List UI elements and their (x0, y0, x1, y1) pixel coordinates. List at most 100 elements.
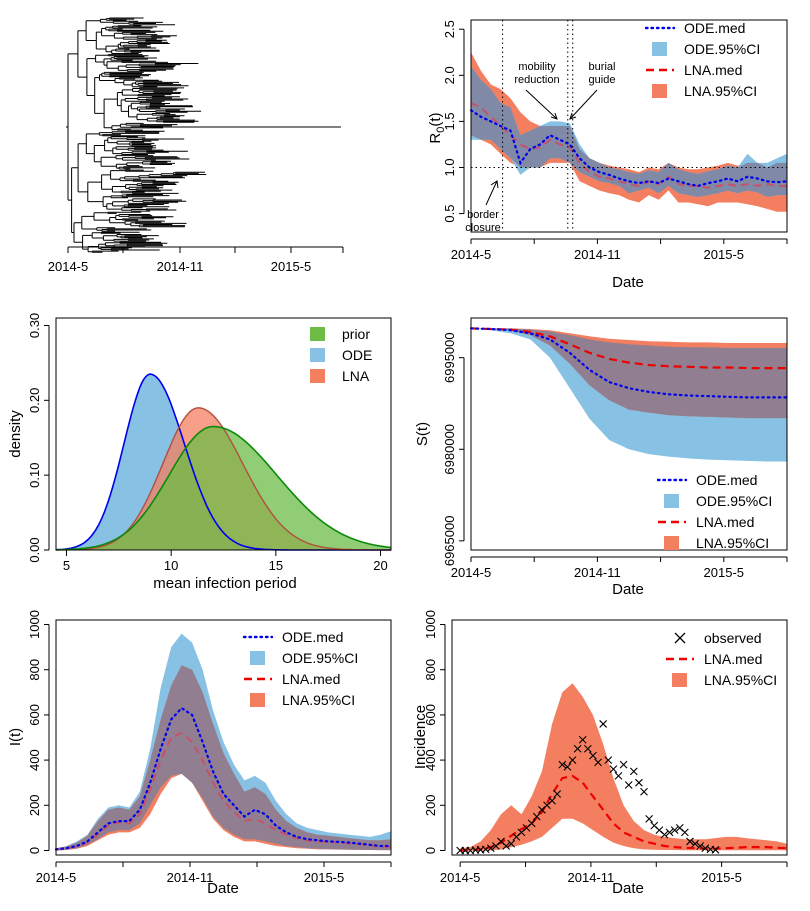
r0-x-tick-label: 2015-5 (704, 247, 744, 262)
density-area-ode (56, 374, 391, 550)
plot-frame (55, 317, 392, 551)
legend-label-ode-95-ci: ODE.95%CI (696, 493, 772, 509)
inc-y-tick-label: 400 (423, 749, 438, 771)
observed-point (660, 830, 669, 839)
observed-point (635, 778, 643, 787)
band-overlap (471, 66, 787, 197)
density-y-tick-label: 0.20 (27, 388, 42, 413)
density-x-tick-label: 10 (164, 558, 178, 573)
observed-point (527, 819, 536, 828)
observed-point (594, 758, 602, 767)
annotation-burial-2: guide (589, 74, 616, 86)
observed-point (686, 837, 694, 846)
line-lna-med (460, 774, 788, 852)
s-x-tick-label: 2015-5 (704, 565, 744, 580)
i-y-tick-label: 800 (27, 659, 42, 681)
r0-ylabel-main: R (427, 133, 444, 144)
r0-x-tick-label: 2014-11 (574, 247, 621, 262)
legend-label-lna-med: LNA.med (684, 62, 742, 78)
observed-point (614, 772, 623, 780)
observed-point (486, 844, 495, 853)
r0-ylabel-tail: (t) (427, 112, 444, 126)
observed-point (563, 762, 572, 771)
legend-label-lna-med: LNA.med (282, 671, 340, 687)
plot-frame (470, 19, 788, 233)
observed-point (507, 839, 516, 848)
inc-y-tick-label: 800 (423, 659, 438, 681)
legend-label-ode-med: ODE.med (696, 472, 757, 488)
r0-ylabel: R0(t) (427, 112, 447, 143)
i-x-tick-label: 2014-5 (36, 870, 76, 885)
density-y-tick-label: 0.00 (27, 537, 42, 562)
susceptible-panel: 6965000 6980000 6995000 2014-5 2014-11 2015-5… (414, 317, 789, 598)
observed-point (645, 814, 654, 823)
legend-label-lna-med: LNA.med (704, 651, 762, 667)
r0-y-tick-label: 2.0 (442, 66, 457, 84)
arrow-border (485, 180, 499, 206)
observed-point (573, 744, 582, 753)
annotation-mobility-2: reduction (514, 74, 559, 86)
observed-point (619, 760, 628, 769)
tree-axis-tick-label: 2015-5 (271, 259, 311, 274)
legend-swatch-observed (674, 632, 686, 644)
legend-label-lna-95-ci: LNA.95%CI (282, 692, 355, 708)
i-y-tick-label: 1000 (27, 610, 42, 639)
legend-swatch-lna-95-ci (250, 693, 265, 707)
legend-label-observed: observed (704, 630, 762, 646)
observed-point (532, 812, 541, 821)
plot-frame (470, 317, 788, 551)
observed-point (609, 765, 618, 774)
s-x-tick-label: 2014-5 (451, 565, 491, 580)
legend-swatch-ode-95-ci (664, 494, 679, 508)
annotation-border-1: border (467, 209, 499, 221)
tree-axis-tick-label: 2014-5 (48, 259, 88, 274)
observed-point (670, 826, 679, 835)
density-line-prior (56, 425, 392, 551)
i-y-tick-label: 200 (27, 794, 42, 816)
band-overlap (56, 665, 391, 851)
observed-point (691, 839, 699, 848)
annotation-border-2: closure (465, 222, 500, 234)
s-y-tick-label: 6965000 (442, 516, 457, 567)
observed-point (568, 756, 577, 764)
observed-point (599, 720, 608, 728)
line-lna-med (55, 731, 392, 851)
r0-y-tick-label: 0.5 (442, 205, 457, 223)
legend-label-lna-95-ci: LNA.95%CI (704, 672, 777, 688)
observed-point (711, 845, 720, 854)
i-x-tick-label: 2014-11 (167, 870, 214, 885)
r0-x-tick-label: 2014-5 (451, 247, 491, 262)
r0-ylabel-sub: 0 (435, 127, 447, 133)
legend-swatch-lna-95-ci (664, 536, 679, 550)
plot-frame (55, 619, 392, 856)
density-xlabel: mean infection period (153, 575, 296, 592)
i-y-tick-label: 0 (27, 847, 42, 854)
observed-point (640, 787, 648, 796)
s-xlabel: Date (612, 581, 644, 598)
density-x-tick-label: 20 (373, 558, 387, 573)
phylogenetic-tree-panel: 2014-5 2014-11 2015-5 (48, 17, 344, 274)
i-y-tick-label: 400 (27, 749, 42, 771)
i-xlabel: Date (207, 880, 239, 897)
legend-label-ode-med: ODE.med (282, 629, 343, 645)
observed-point (589, 751, 597, 760)
s-y-tick-label: 6980000 (442, 424, 457, 475)
r0-y-tick-label: 1.5 (442, 112, 457, 130)
incidence-panel: 0 200 400 600 800 1000 2014-5 2014-11 2015-5 Inci… (412, 610, 788, 897)
observed-point (578, 735, 587, 744)
legend-label-lna: LNA (342, 368, 370, 384)
legend-label-ode-med: ODE.med (684, 20, 745, 36)
observed-point (548, 796, 556, 805)
band-lna-95ci (460, 683, 787, 851)
observed-point (629, 767, 638, 776)
annotation-burial-1: burial (589, 61, 616, 73)
observed-point (558, 760, 567, 769)
density-y-tick-label: 0.10 (27, 463, 42, 488)
observed-point (604, 756, 613, 764)
legend-label-ode-95-ci: ODE.95%CI (684, 41, 760, 57)
inc-y-tick-label: 200 (423, 794, 438, 816)
legend-label-prior: prior (342, 326, 370, 342)
i-y-tick-label: 600 (27, 704, 42, 726)
inc-x-tick-label: 2015-5 (701, 870, 741, 885)
observed-point (553, 790, 562, 798)
